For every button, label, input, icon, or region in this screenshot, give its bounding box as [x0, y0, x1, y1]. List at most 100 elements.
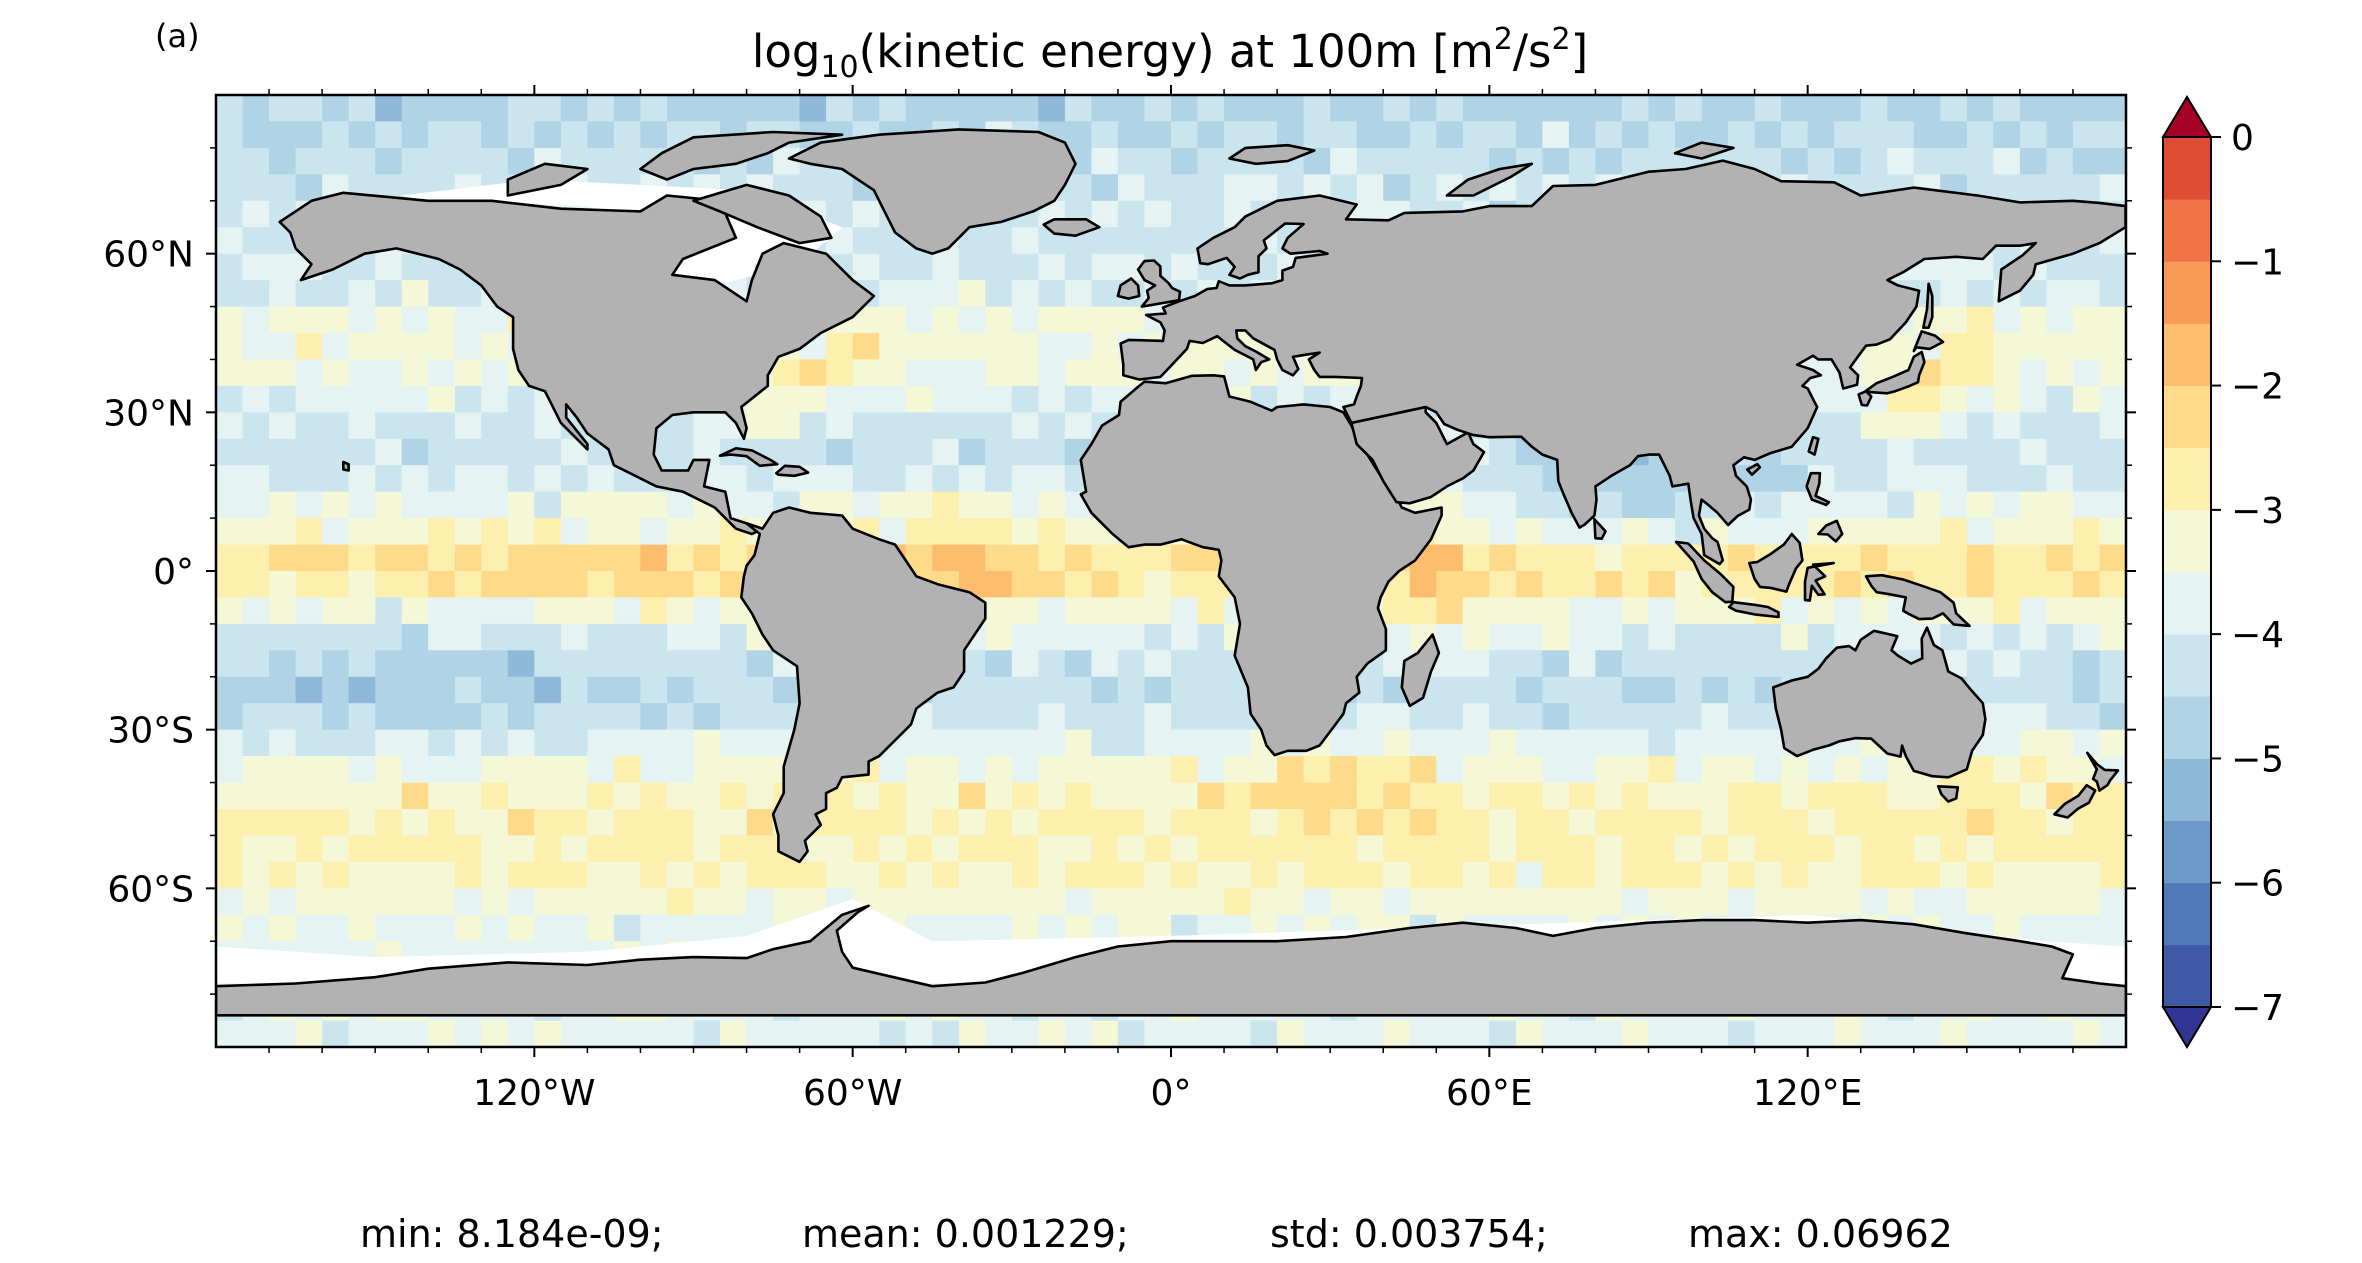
- ocean-cell: [799, 438, 827, 466]
- ocean-cell: [454, 518, 482, 546]
- ocean-cell: [1675, 835, 1703, 863]
- ocean-cell: [1807, 809, 1835, 836]
- ocean-cell: [1993, 147, 2021, 175]
- ocean-cell: [1595, 95, 1623, 122]
- ocean-cell: [242, 676, 270, 704]
- ocean-cell: [905, 385, 933, 413]
- ocean-cell: [428, 782, 456, 810]
- ocean-cell: [2046, 306, 2074, 334]
- ocean-cell: [1993, 782, 2021, 810]
- ocean-cell: [1303, 756, 1331, 784]
- ocean-cell: [454, 121, 482, 149]
- ocean-cell: [1675, 703, 1703, 731]
- ocean-cell: [1728, 782, 1756, 810]
- land-north-america: [278, 191, 876, 536]
- ocean-cell: [587, 623, 615, 651]
- ocean-cell: [1489, 888, 1517, 916]
- ocean-cell: [269, 650, 297, 678]
- ocean-cell: [1303, 95, 1331, 122]
- ocean-cell: [295, 412, 323, 440]
- ocean-cell: [1356, 1020, 1384, 1047]
- ocean-cell: [1675, 809, 1703, 836]
- ocean-cell: [720, 703, 748, 731]
- ocean-cell: [1781, 597, 1809, 625]
- ocean-cell: [1754, 650, 1782, 678]
- ocean-cell: [1781, 121, 1809, 149]
- ocean-cell: [348, 544, 376, 572]
- ocean-cell: [1144, 571, 1172, 598]
- ocean-cell: [1834, 491, 1862, 519]
- ocean-cell: [2046, 914, 2074, 942]
- ocean-cell: [1781, 782, 1809, 810]
- ocean-cell: [587, 95, 615, 122]
- ocean-cell: [1224, 729, 1252, 757]
- ocean-cell: [1515, 782, 1543, 810]
- ocean-cell: [1515, 809, 1543, 836]
- ocean-cell: [481, 729, 509, 757]
- ocean-cell: [958, 359, 986, 387]
- ocean-cell: [2046, 861, 2074, 889]
- ocean-cell: [667, 1020, 695, 1047]
- ocean-cell: [242, 359, 270, 387]
- ocean-cell: [1622, 623, 1650, 651]
- ocean-cell: [1038, 253, 1066, 281]
- ocean-cell: [216, 729, 244, 757]
- ocean-cell: [454, 280, 482, 308]
- ocean-cell: [507, 729, 535, 757]
- stat-max: max: 0.06962: [1688, 1212, 1953, 1256]
- ocean-cell: [1197, 597, 1225, 625]
- ocean-cell: [1117, 95, 1145, 122]
- ocean-cell: [295, 888, 323, 916]
- ocean-cell: [295, 95, 323, 122]
- ocean-cell: [1568, 623, 1596, 651]
- ocean-cell: [1197, 756, 1225, 784]
- ocean-cell: [454, 333, 482, 360]
- ocean-cell: [507, 623, 535, 651]
- ocean-cell: [958, 914, 986, 942]
- ocean-cell: [401, 518, 429, 546]
- ocean-cell: [613, 861, 641, 889]
- ocean-cell: [269, 1020, 297, 1047]
- ocean-cell: [481, 597, 509, 625]
- ocean-cell: [428, 676, 456, 704]
- ocean-cell: [2072, 465, 2100, 493]
- ocean-cell: [2019, 782, 2047, 810]
- ocean-cell: [2099, 544, 2126, 572]
- ocean-cell: [1568, 729, 1596, 757]
- ocean-cell: [401, 333, 429, 360]
- ocean-cell: [1568, 809, 1596, 836]
- ocean-cell: [2072, 544, 2100, 572]
- ocean-cell: [985, 914, 1013, 942]
- ocean-cell: [1675, 888, 1703, 916]
- ocean-cell: [1542, 623, 1570, 651]
- ocean-cell: [1701, 835, 1729, 863]
- ocean-cell: [1966, 385, 1994, 413]
- ocean-cell: [2019, 756, 2047, 784]
- ocean-cell: [640, 121, 668, 149]
- ocean-cell: [1860, 438, 1888, 466]
- ocean-cell: [1834, 95, 1862, 122]
- ocean-cell: [322, 280, 350, 308]
- ocean-cell: [1330, 888, 1358, 916]
- ocean-cell: [613, 888, 641, 916]
- ocean-cell: [1568, 835, 1596, 863]
- ocean-cell: [2099, 888, 2126, 916]
- ocean-cell: [348, 333, 376, 360]
- ocean-cell: [932, 333, 960, 360]
- ocean-cell: [958, 518, 986, 546]
- land-masses: [216, 128, 2126, 1017]
- ocean-cell: [1966, 95, 1994, 122]
- ocean-cell: [932, 729, 960, 757]
- ocean-cell: [2072, 597, 2100, 625]
- ocean-cell: [1064, 809, 1092, 836]
- colorbar-tick-label: −1: [2231, 242, 2284, 283]
- ocean-cell: [322, 518, 350, 546]
- colorbar-segment: [2163, 509, 2211, 573]
- ocean-cell: [1515, 1020, 1543, 1047]
- ocean-cell: [401, 438, 429, 466]
- ocean-cell: [985, 385, 1013, 413]
- ocean-cell: [852, 465, 880, 493]
- ocean-cell: [1409, 597, 1437, 625]
- land-tasmania: [1936, 784, 1960, 803]
